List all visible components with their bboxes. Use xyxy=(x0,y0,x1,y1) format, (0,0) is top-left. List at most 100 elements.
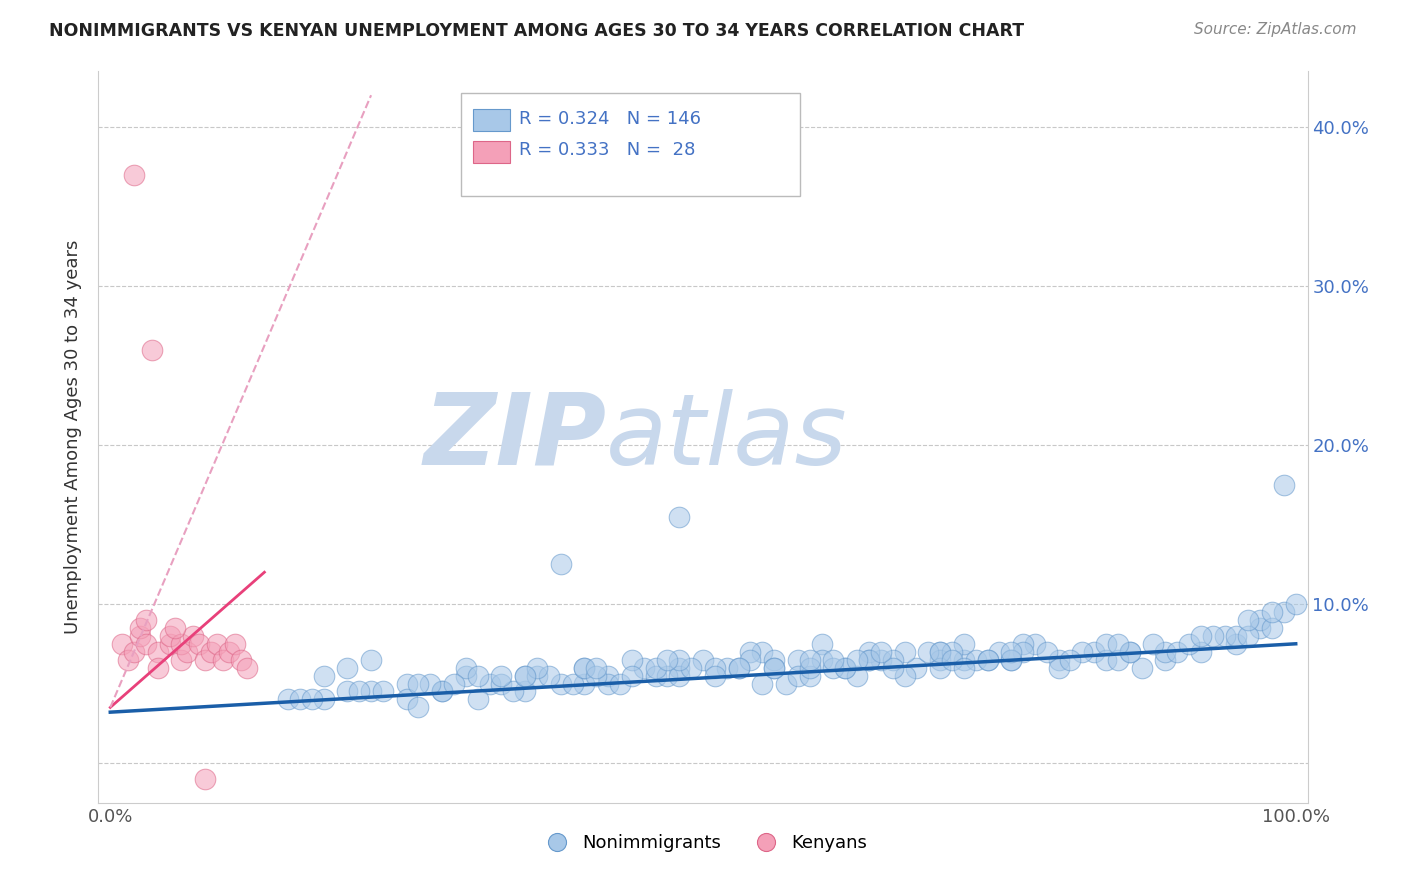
Point xyxy=(1285,597,1308,611)
Point xyxy=(1225,629,1247,643)
Point xyxy=(1000,653,1022,667)
Point xyxy=(491,668,513,682)
Point xyxy=(1012,645,1035,659)
Point xyxy=(181,629,204,643)
Point xyxy=(170,653,193,667)
Point xyxy=(574,676,596,690)
Point xyxy=(1047,660,1070,674)
Point xyxy=(550,558,572,572)
Point xyxy=(585,660,607,674)
Point xyxy=(657,653,679,667)
Point xyxy=(929,645,952,659)
Point xyxy=(454,668,477,682)
Point xyxy=(905,660,928,674)
Text: atlas: atlas xyxy=(606,389,848,485)
Point xyxy=(1249,621,1271,635)
Point xyxy=(229,653,252,667)
Point xyxy=(799,653,821,667)
Point xyxy=(408,700,430,714)
Point xyxy=(929,645,952,659)
Point xyxy=(965,653,987,667)
Point xyxy=(823,660,845,674)
Point xyxy=(810,637,832,651)
Point xyxy=(1249,613,1271,627)
Text: ZIP: ZIP xyxy=(423,389,606,485)
Point xyxy=(799,660,821,674)
Point xyxy=(1237,629,1260,643)
Point xyxy=(751,645,773,659)
Point xyxy=(502,684,524,698)
Point xyxy=(834,660,856,674)
Point xyxy=(727,660,749,674)
Point xyxy=(929,653,952,667)
Point xyxy=(395,692,418,706)
Point xyxy=(609,676,631,690)
Point xyxy=(681,660,703,674)
Point xyxy=(952,660,974,674)
Point xyxy=(159,637,181,651)
Point xyxy=(929,660,952,674)
FancyBboxPatch shape xyxy=(461,94,800,195)
Point xyxy=(941,653,963,667)
Point xyxy=(988,645,1011,659)
Point xyxy=(336,684,359,698)
Point xyxy=(135,613,157,627)
Point xyxy=(952,653,974,667)
Point xyxy=(1202,629,1225,643)
Point xyxy=(1130,660,1153,674)
Point xyxy=(478,676,501,690)
Point xyxy=(537,668,560,682)
Point xyxy=(550,676,572,690)
Point xyxy=(1000,653,1022,667)
Point xyxy=(574,660,596,674)
Text: R = 0.333   N =  28: R = 0.333 N = 28 xyxy=(519,141,696,160)
Point xyxy=(135,637,157,651)
Point xyxy=(1119,645,1142,659)
Point xyxy=(1261,605,1284,619)
Point xyxy=(952,637,974,651)
Point xyxy=(1261,621,1284,635)
Point xyxy=(1272,477,1295,491)
Point xyxy=(129,629,152,643)
Point xyxy=(692,653,714,667)
Point xyxy=(810,653,832,667)
Point xyxy=(917,645,939,659)
Point xyxy=(1012,637,1035,651)
Point xyxy=(1225,637,1247,651)
Point xyxy=(893,645,915,659)
Point xyxy=(312,692,335,706)
Point xyxy=(146,660,169,674)
Point xyxy=(432,684,454,698)
Point xyxy=(763,660,786,674)
Point xyxy=(598,668,620,682)
Point xyxy=(301,692,323,706)
Point xyxy=(1071,645,1094,659)
Point xyxy=(644,660,666,674)
Point xyxy=(633,660,655,674)
Point xyxy=(205,637,228,651)
Point xyxy=(740,653,762,667)
Point xyxy=(976,653,998,667)
Point xyxy=(1059,653,1081,667)
Y-axis label: Unemployment Among Ages 30 to 34 years: Unemployment Among Ages 30 to 34 years xyxy=(63,240,82,634)
Point xyxy=(727,660,749,674)
Point xyxy=(432,684,454,698)
Point xyxy=(159,629,181,643)
Text: Source: ZipAtlas.com: Source: ZipAtlas.com xyxy=(1194,22,1357,37)
Point xyxy=(858,653,880,667)
Bar xyxy=(474,141,509,163)
Point xyxy=(336,660,359,674)
Point xyxy=(561,676,583,690)
Point xyxy=(371,684,394,698)
Point xyxy=(751,676,773,690)
Point xyxy=(703,668,725,682)
Text: NONIMMIGRANTS VS KENYAN UNEMPLOYMENT AMONG AGES 30 TO 34 YEARS CORRELATION CHART: NONIMMIGRANTS VS KENYAN UNEMPLOYMENT AMO… xyxy=(49,22,1025,40)
Point xyxy=(218,645,240,659)
Point xyxy=(786,668,808,682)
Point xyxy=(443,676,465,690)
Point xyxy=(1107,653,1129,667)
Point xyxy=(467,668,489,682)
Point xyxy=(703,660,725,674)
Point xyxy=(111,637,134,651)
Point xyxy=(1142,637,1164,651)
